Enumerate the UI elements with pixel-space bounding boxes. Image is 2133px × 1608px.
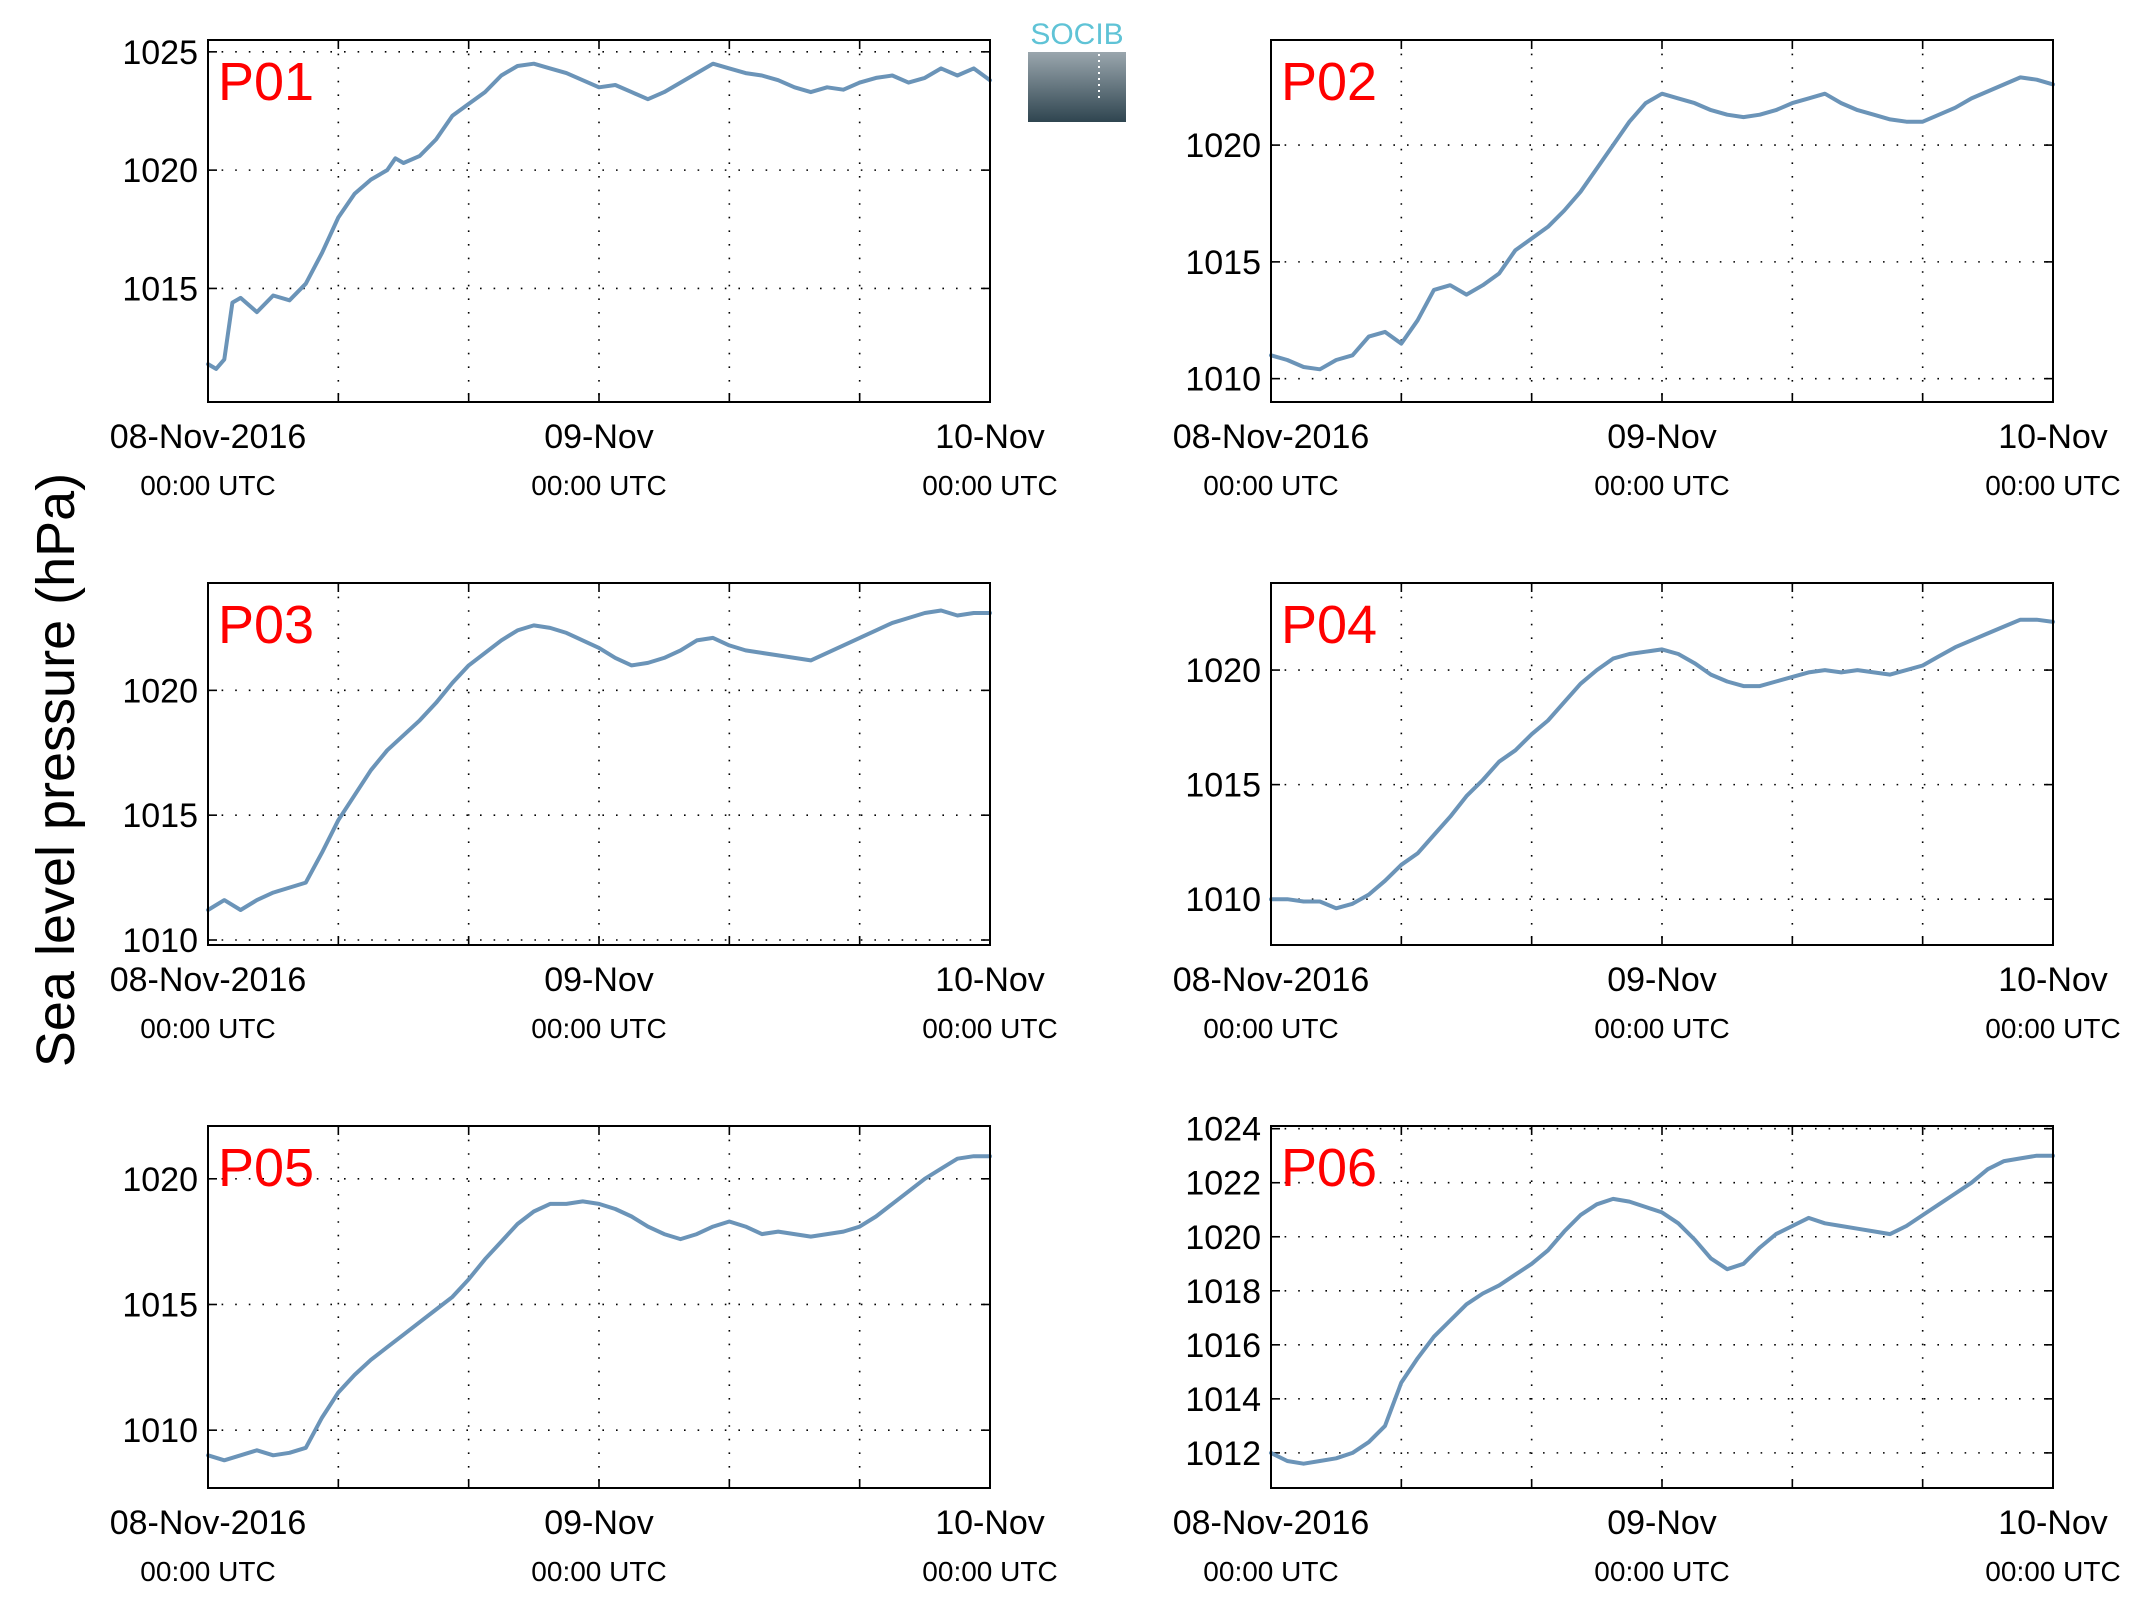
y-tick-label: 1020	[1185, 127, 1261, 165]
panel-p05: 1010 1015 1020 08-Nov-2016 00:00 UTC 09-Nov 00…	[110, 1125, 1058, 1587]
x-tick-time: 00:00 UTC	[1985, 1556, 2120, 1587]
axes-frame	[1270, 39, 2054, 403]
x-tick-date: 08-Nov-2016	[110, 961, 307, 999]
panel-label-p04: P04	[1281, 595, 1377, 655]
axes-frame	[1270, 1125, 2054, 1489]
y-tick-label: 1016	[1185, 1327, 1261, 1365]
panel-p06: 1012 1014 1016 1018 1020 1022 1024 08-Nov-2016 0…	[1173, 1111, 2121, 1587]
series-line-p03	[206, 608, 992, 912]
x-tick-time: 00:00 UTC	[140, 1556, 275, 1587]
y-tick-label: 1020	[122, 672, 198, 710]
y-tick-label: 1015	[122, 270, 198, 308]
panel-p04: 1010 1015 1020 08-Nov-2016 00:00 UTC 09-Nov 00…	[1173, 582, 2121, 1044]
x-tick-time: 00:00 UTC	[531, 470, 666, 501]
panel-label-p06: P06	[1281, 1138, 1377, 1198]
x-tick-time: 00:00 UTC	[531, 1013, 666, 1044]
panel-label-p02: P02	[1281, 52, 1377, 112]
panel-label-p01: P01	[218, 52, 314, 112]
logo-text: SOCIB	[1030, 18, 1123, 51]
panel-label-p03: P03	[218, 595, 314, 655]
y-axis-label: Sea level pressure (hPa)	[26, 473, 86, 1067]
x-tick-date: 08-Nov-2016	[110, 1504, 307, 1542]
axes-frame	[207, 582, 991, 946]
x-tick-time: 00:00 UTC	[1203, 470, 1338, 501]
y-tick-label: 1025	[122, 34, 198, 72]
x-tick-time: 00:00 UTC	[1594, 1556, 1729, 1587]
axes-frame	[207, 39, 991, 403]
x-tick-date: 09-Nov	[1607, 418, 1717, 456]
y-tick-label: 1015	[1185, 244, 1261, 282]
x-tick-time: 00:00 UTC	[1594, 1013, 1729, 1044]
panels: 1015 1020 1025 08-Nov-2016 00:00 UTC 09-Nov 00…	[110, 34, 2121, 1587]
x-tick-date: 10-Nov	[1998, 418, 2108, 456]
x-tick-time: 00:00 UTC	[922, 1556, 1057, 1587]
y-tick-label: 1020	[1185, 1219, 1261, 1257]
x-tick-time: 00:00 UTC	[1594, 470, 1729, 501]
x-tick-time: 00:00 UTC	[922, 1013, 1057, 1044]
logo-block	[1028, 52, 1126, 122]
x-tick-date: 10-Nov	[935, 418, 1045, 456]
y-tick-label: 1012	[1185, 1435, 1261, 1473]
series-line-p05	[206, 1154, 992, 1463]
y-tick-label: 1020	[1185, 652, 1261, 690]
series-line-p01	[206, 61, 992, 371]
y-tick-label: 1010	[122, 1412, 198, 1450]
x-tick-date: 10-Nov	[1998, 961, 2108, 999]
y-tick-label: 1015	[1185, 767, 1261, 805]
series-line-p02	[1269, 75, 2055, 372]
x-tick-date: 09-Nov	[1607, 1504, 1717, 1542]
y-tick-label: 1010	[1185, 361, 1261, 399]
x-tick-date: 10-Nov	[1998, 1504, 2108, 1542]
y-tick-label: 1010	[122, 922, 198, 960]
y-tick-label: 1014	[1185, 1381, 1261, 1419]
x-tick-date: 08-Nov-2016	[110, 418, 307, 456]
x-tick-date: 08-Nov-2016	[1173, 961, 1370, 999]
axes-frame	[207, 1125, 991, 1489]
series-line-p06	[1269, 1153, 2055, 1466]
panel-label-p05: P05	[218, 1138, 314, 1198]
x-tick-time: 00:00 UTC	[1985, 470, 2120, 501]
y-tick-label: 1020	[122, 1161, 198, 1199]
y-tick-label: 1015	[122, 797, 198, 835]
x-tick-date: 08-Nov-2016	[1173, 1504, 1370, 1542]
x-tick-time: 00:00 UTC	[1203, 1013, 1338, 1044]
x-tick-date: 09-Nov	[1607, 961, 1717, 999]
y-tick-label: 1022	[1185, 1165, 1261, 1203]
y-tick-label: 1015	[122, 1286, 198, 1324]
x-tick-date: 10-Nov	[935, 961, 1045, 999]
x-tick-date: 09-Nov	[544, 418, 654, 456]
panel-p03: 1010 1015 1020 08-Nov-2016 00:00 UTC 09-Nov 00…	[110, 582, 1058, 1044]
x-tick-time: 00:00 UTC	[922, 470, 1057, 501]
x-tick-date: 10-Nov	[935, 1504, 1045, 1542]
x-tick-date: 08-Nov-2016	[1173, 418, 1370, 456]
x-tick-time: 00:00 UTC	[140, 1013, 275, 1044]
panel-p02: 1010 1015 1020 08-Nov-2016 00:00 UTC 09-Nov 00…	[1173, 39, 2121, 501]
x-tick-time: 00:00 UTC	[1985, 1013, 2120, 1044]
x-tick-time: 00:00 UTC	[1203, 1556, 1338, 1587]
y-tick-label: 1010	[1185, 881, 1261, 919]
y-tick-label: 1018	[1185, 1273, 1261, 1311]
socib-logo: SOCIB	[1028, 18, 1126, 122]
x-tick-time: 00:00 UTC	[531, 1556, 666, 1587]
x-tick-date: 09-Nov	[544, 961, 654, 999]
series-line-p04	[1269, 617, 2055, 911]
y-tick-label: 1020	[122, 152, 198, 190]
x-tick-time: 00:00 UTC	[140, 470, 275, 501]
y-tick-label: 1024	[1185, 1111, 1261, 1149]
axes-frame	[1270, 582, 2054, 946]
x-tick-date: 09-Nov	[544, 1504, 654, 1542]
panel-p01: 1015 1020 1025 08-Nov-2016 00:00 UTC 09-Nov 00…	[110, 34, 1058, 501]
